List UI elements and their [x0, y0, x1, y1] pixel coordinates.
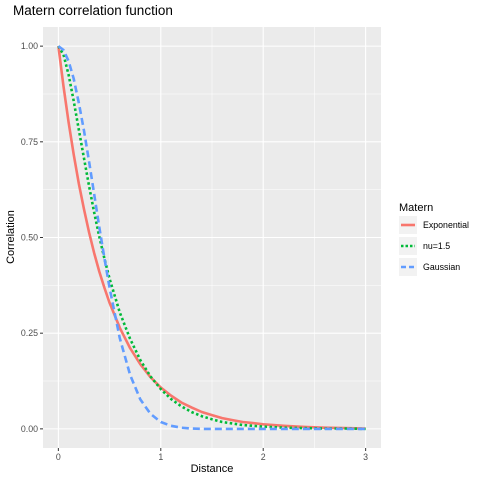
- legend-label: Exponential: [423, 220, 469, 230]
- x-tick-label: 0: [56, 452, 61, 462]
- legend-key-bg: [399, 258, 417, 276]
- x-tick-label: 2: [261, 452, 266, 462]
- y-tick-label: 0.50: [21, 233, 38, 243]
- chart-title: Matern correlation function: [13, 3, 173, 18]
- legend-title: Matern: [399, 202, 433, 214]
- x-axis-title: Distance: [191, 463, 234, 475]
- x-tick-label: 1: [158, 452, 163, 462]
- legend-label: nu=1.5: [423, 241, 450, 251]
- y-axis-title: Correlation: [5, 210, 17, 264]
- x-axis-ticks: 0 1 2 3: [56, 448, 368, 462]
- series-line-nu-1-5: [57, 45, 366, 431]
- y-axis-ticks: 0.00 0.25 0.50 0.75 1.00: [21, 41, 43, 434]
- legend: Matern Exponential nu=1.5 Gaussian: [399, 202, 469, 276]
- y-tick-label: 1.00: [21, 41, 38, 51]
- y-tick-label: 0.25: [21, 328, 38, 338]
- series-lines: [57, 45, 366, 431]
- x-tick-label: 3: [363, 452, 368, 462]
- y-tick-label: 0.00: [21, 424, 38, 434]
- y-tick-label: 0.75: [21, 137, 38, 147]
- legend-label: Gaussian: [423, 262, 460, 272]
- grid-lines: [43, 27, 381, 448]
- series-line-gaussian: [57, 45, 366, 431]
